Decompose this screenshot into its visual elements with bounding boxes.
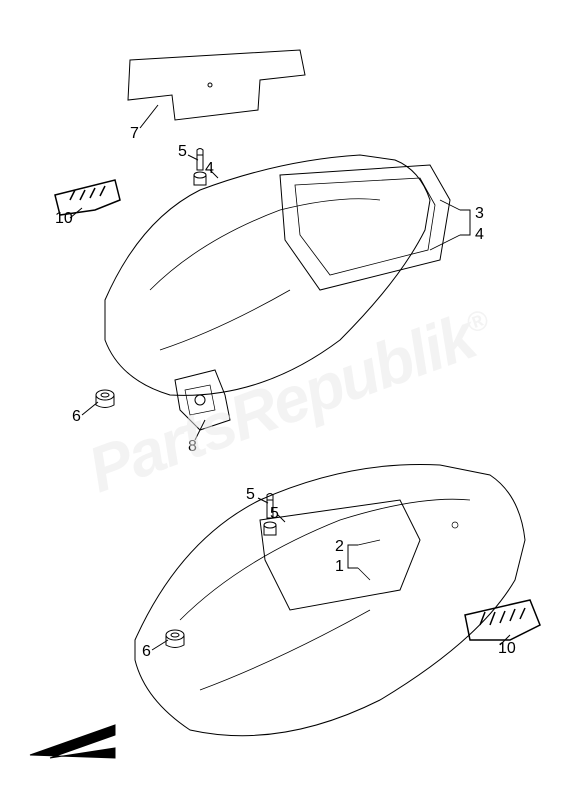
callout-5-lower: 5 [270,505,279,523]
callout-8: 8 [188,438,197,456]
callout-3: 3 [475,205,484,223]
callout-9: 7 [130,125,139,143]
diagram-container: PartsRepublik® 7 5 4 10 3 4 6 8 5 5 2 1 … [0,0,579,800]
callout-10-left: 10 [55,210,73,228]
callout-layer: 7 5 4 10 3 4 6 8 5 5 2 1 6 10 [0,0,579,800]
callout-2: 2 [335,538,344,556]
callout-4: 4 [475,226,484,244]
callout-1: 1 [335,558,344,576]
callout-10-right: 10 [498,640,516,658]
callout-7-lower: 6 [142,643,151,661]
callout-6-lower: 5 [246,486,255,504]
callout-5-upper: 4 [205,160,214,178]
callout-6-upper: 5 [178,143,187,161]
callout-7-upper: 6 [72,408,81,426]
